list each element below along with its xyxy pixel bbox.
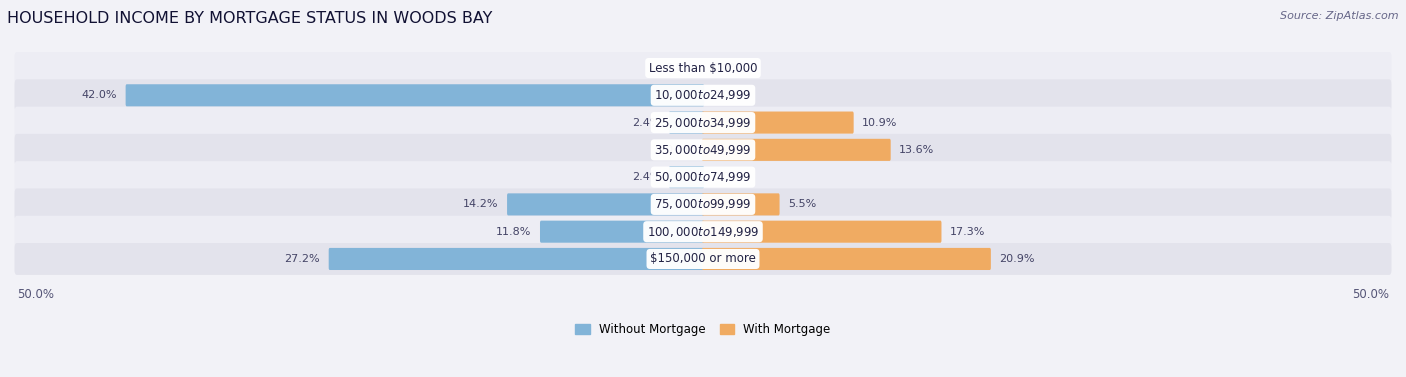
FancyBboxPatch shape (702, 248, 991, 270)
Text: HOUSEHOLD INCOME BY MORTGAGE STATUS IN WOODS BAY: HOUSEHOLD INCOME BY MORTGAGE STATUS IN W… (7, 11, 492, 26)
FancyBboxPatch shape (14, 107, 1392, 138)
Text: 0.0%: 0.0% (713, 172, 741, 182)
Text: 20.9%: 20.9% (1000, 254, 1035, 264)
Text: Less than $10,000: Less than $10,000 (648, 61, 758, 75)
FancyBboxPatch shape (702, 193, 779, 215)
Text: Source: ZipAtlas.com: Source: ZipAtlas.com (1281, 11, 1399, 21)
Text: 2.4%: 2.4% (631, 172, 661, 182)
Text: $100,000 to $149,999: $100,000 to $149,999 (647, 225, 759, 239)
Text: 0.0%: 0.0% (713, 90, 741, 100)
Text: $150,000 or more: $150,000 or more (650, 253, 756, 265)
Text: $35,000 to $49,999: $35,000 to $49,999 (654, 143, 752, 157)
Text: 17.3%: 17.3% (950, 227, 986, 237)
FancyBboxPatch shape (702, 139, 890, 161)
FancyBboxPatch shape (702, 221, 942, 243)
Text: 10.9%: 10.9% (862, 118, 897, 127)
FancyBboxPatch shape (702, 112, 853, 133)
Text: 0.0%: 0.0% (713, 63, 741, 73)
Text: 42.0%: 42.0% (82, 90, 117, 100)
Text: 0.0%: 0.0% (665, 145, 693, 155)
FancyBboxPatch shape (329, 248, 704, 270)
Legend: Without Mortgage, With Mortgage: Without Mortgage, With Mortgage (575, 323, 831, 336)
Text: 0.0%: 0.0% (665, 63, 693, 73)
FancyBboxPatch shape (14, 243, 1392, 275)
FancyBboxPatch shape (669, 112, 704, 133)
FancyBboxPatch shape (14, 79, 1392, 111)
Text: $75,000 to $99,999: $75,000 to $99,999 (654, 198, 752, 211)
Text: $50,000 to $74,999: $50,000 to $74,999 (654, 170, 752, 184)
FancyBboxPatch shape (14, 216, 1392, 248)
Text: 14.2%: 14.2% (463, 199, 499, 209)
Text: 50.0%: 50.0% (17, 288, 53, 300)
Text: 2.4%: 2.4% (631, 118, 661, 127)
FancyBboxPatch shape (14, 161, 1392, 193)
Text: 50.0%: 50.0% (1353, 288, 1389, 300)
FancyBboxPatch shape (125, 84, 704, 106)
FancyBboxPatch shape (14, 188, 1392, 221)
FancyBboxPatch shape (508, 193, 704, 215)
Text: $10,000 to $24,999: $10,000 to $24,999 (654, 88, 752, 102)
Text: 13.6%: 13.6% (900, 145, 935, 155)
Text: $25,000 to $34,999: $25,000 to $34,999 (654, 116, 752, 130)
FancyBboxPatch shape (14, 52, 1392, 84)
Text: 5.5%: 5.5% (789, 199, 817, 209)
Text: 27.2%: 27.2% (284, 254, 321, 264)
FancyBboxPatch shape (669, 166, 704, 188)
FancyBboxPatch shape (14, 134, 1392, 166)
FancyBboxPatch shape (540, 221, 704, 243)
Text: 11.8%: 11.8% (496, 227, 531, 237)
